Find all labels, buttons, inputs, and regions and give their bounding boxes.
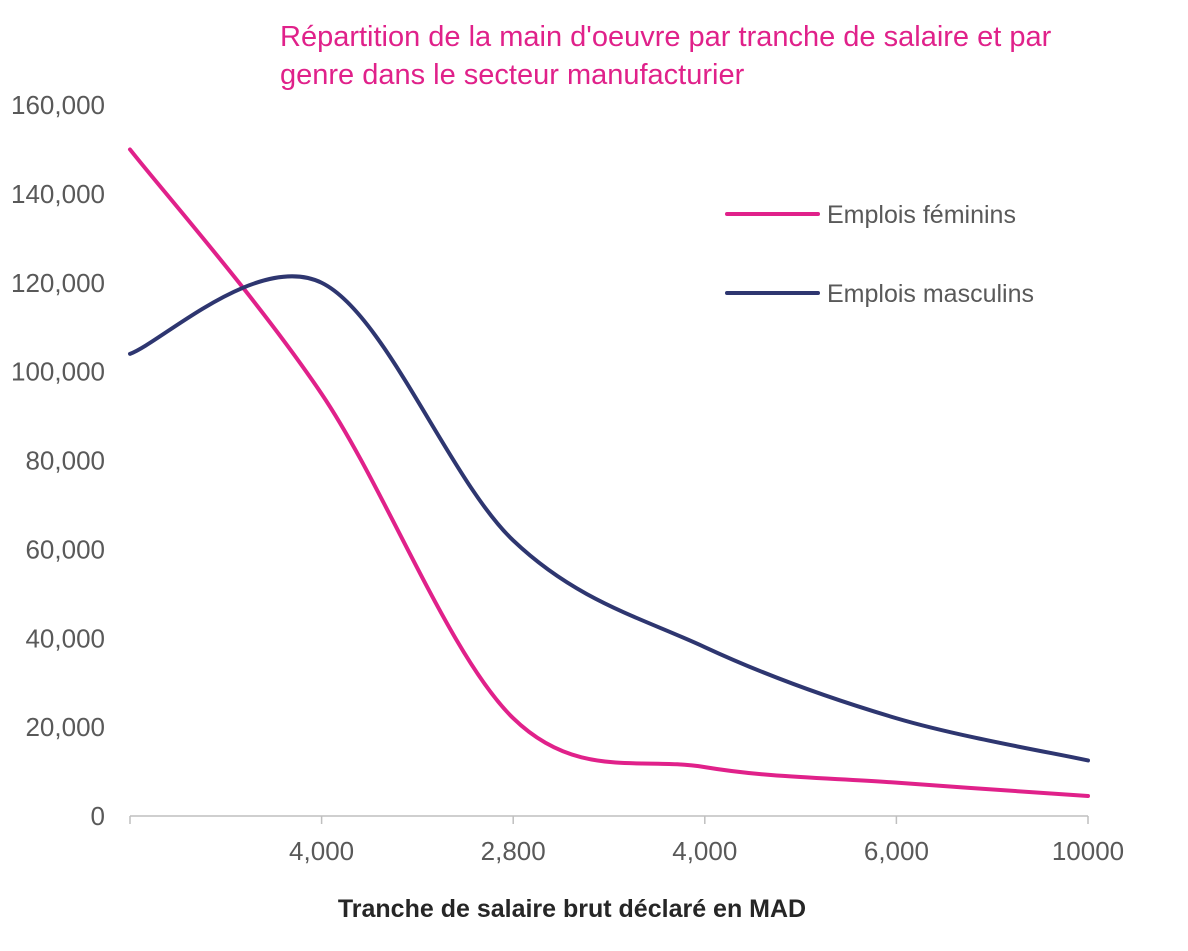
- y-tick-label: 100,000: [11, 357, 105, 387]
- x-tick-label: 4,000: [672, 836, 737, 866]
- y-tick-label: 20,000: [25, 712, 105, 742]
- chart-title-line-1: Répartition de la main d'oeuvre par tran…: [280, 21, 1052, 53]
- y-tick-label: 120,000: [11, 268, 105, 298]
- y-tick-label: 160,000: [11, 90, 105, 120]
- plot-area: [128, 147, 1090, 799]
- x-tick-label: 4,000: [289, 836, 354, 866]
- y-tick-label: 60,000: [25, 534, 105, 564]
- y-axis: 0 20,000 40,000 60,000 80,000 100,000 120,000 1…: [11, 90, 105, 831]
- x-tick-label: 6,000: [864, 836, 929, 866]
- y-tick-label: 40,000: [25, 623, 105, 653]
- x-tick-label: 10000: [1052, 836, 1124, 866]
- y-tick-label: 80,000: [25, 446, 105, 476]
- chart-title-line-2: genre dans le secteur manufacturier: [280, 59, 745, 91]
- y-tick-label: 140,000: [11, 179, 105, 209]
- legend-label-hommes: Emplois masculins: [827, 280, 1034, 308]
- legend-label-femmes: Emplois féminins: [827, 201, 1016, 229]
- y-tick-label: 0: [91, 801, 105, 831]
- legend: Emplois féminins Emplois masculins: [725, 201, 1034, 308]
- series-line-femmes: [128, 147, 1090, 799]
- series-line-hommes: [128, 274, 1090, 763]
- x-tick-label: 2,800: [481, 836, 546, 866]
- x-axis: 4,000 2,800 4,000 6,000 10000: [129, 815, 1124, 866]
- x-axis-label: Tranche de salaire brut déclaré en MAD: [338, 895, 806, 923]
